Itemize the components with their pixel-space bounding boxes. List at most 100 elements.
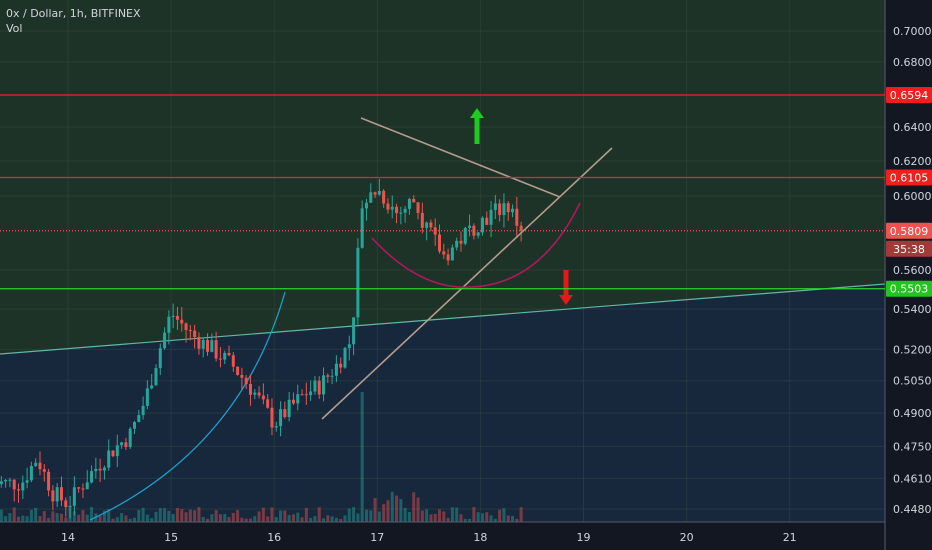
volume-bar: [236, 510, 240, 522]
candle-body: [450, 247, 454, 261]
volume-bar: [248, 518, 252, 522]
volume-bar: [47, 517, 51, 522]
level-tag-label: 0.5809: [890, 225, 929, 238]
candle-body: [171, 315, 175, 317]
candle-body: [270, 407, 274, 428]
candle-body: [223, 352, 227, 360]
candle-body: [184, 323, 188, 331]
volume-bar: [167, 510, 171, 522]
candle-body: [231, 355, 235, 367]
candles: [0, 178, 523, 519]
candle-body: [253, 392, 257, 395]
candle-body: [64, 500, 68, 508]
volume-bar: [59, 513, 63, 522]
candle-body: [4, 479, 8, 482]
volume-bar: [386, 500, 390, 522]
volume-label[interactable]: Vol: [6, 22, 23, 35]
volume-bar: [274, 517, 278, 522]
volume-bar: [17, 516, 21, 522]
volume-bar: [347, 508, 351, 522]
volume-bar: [283, 510, 287, 522]
candle-body: [175, 315, 179, 320]
volume-bar: [81, 510, 85, 522]
candle-body: [102, 467, 106, 471]
candle-body: [399, 212, 403, 214]
candle-body: [38, 462, 42, 470]
candle-body: [29, 465, 33, 481]
level-tag: [886, 222, 932, 239]
volume-bar: [107, 509, 111, 522]
volume-bar: [25, 516, 29, 522]
candle-body: [42, 469, 46, 472]
candle-body: [115, 445, 119, 457]
candle-body: [476, 232, 480, 236]
volume-bar: [433, 514, 437, 522]
candle-body: [300, 394, 304, 396]
annotation-drawings: [321, 108, 613, 420]
volume-bar: [326, 515, 330, 522]
volume-bar: [364, 509, 368, 522]
volume-bar: [4, 516, 8, 522]
candle-body: [167, 316, 171, 333]
volume-bar: [304, 507, 308, 522]
volume-bar: [137, 509, 141, 522]
candle-body: [498, 203, 502, 215]
volume-bar: [180, 509, 184, 522]
candle-body: [21, 482, 25, 491]
volume-bar: [175, 508, 179, 522]
candle-body: [120, 442, 124, 446]
volume-bar: [257, 511, 261, 522]
volume-bar: [468, 518, 472, 522]
volume-bar: [171, 514, 175, 522]
candle-body: [425, 222, 429, 228]
candle-body: [197, 337, 201, 349]
candle-body: [511, 208, 515, 213]
candle-body: [124, 442, 128, 447]
volume-bar: [163, 508, 167, 522]
candle-body: [180, 319, 184, 324]
candle-body: [236, 366, 240, 375]
volume-bar: [330, 516, 334, 522]
volume-bar: [77, 514, 81, 522]
volume-bar: [145, 514, 149, 522]
arrow-down-icon: [559, 270, 573, 305]
level-tag-label: 0.6105: [890, 172, 929, 185]
candle-body: [364, 202, 368, 209]
volume-bar: [498, 509, 502, 522]
level-tag-label: 0.6594: [890, 89, 929, 102]
volume-bar: [506, 515, 510, 522]
candle-body: [330, 375, 334, 377]
candle-body: [322, 375, 326, 395]
candle-body: [141, 405, 145, 416]
candle-body: [420, 212, 424, 228]
candle-body: [309, 391, 313, 396]
volume-bar: [29, 509, 33, 522]
volume-bar: [64, 517, 68, 522]
candle-body: [158, 348, 162, 369]
volume-bar: [309, 517, 313, 522]
candle-body: [480, 217, 484, 233]
y-tick-label: 0.4750: [893, 440, 932, 453]
candle-body: [8, 479, 12, 481]
volume-bar: [201, 516, 205, 522]
candle-body: [407, 198, 411, 209]
volume-bar: [377, 511, 381, 522]
volume-bar: [334, 517, 338, 522]
candle-body: [17, 489, 21, 491]
symbol-title[interactable]: 0x / Dollar, 1h, BITFINEX: [6, 7, 141, 20]
volume-bar: [446, 517, 450, 522]
support-trendline: [0, 283, 886, 355]
candle-body: [55, 487, 59, 502]
volume-bar: [128, 518, 132, 522]
y-tick-label: 0.7000: [893, 25, 932, 38]
y-tick-label: 0.4480: [893, 503, 932, 516]
volume-bar: [425, 509, 429, 522]
arrow-up-icon: [470, 108, 484, 144]
volume-bar: [515, 518, 519, 522]
volume-bar: [442, 511, 446, 522]
candle-body: [468, 225, 472, 228]
volume-bar: [429, 514, 433, 522]
candle-body: [72, 487, 76, 506]
volume-bar: [85, 514, 89, 522]
